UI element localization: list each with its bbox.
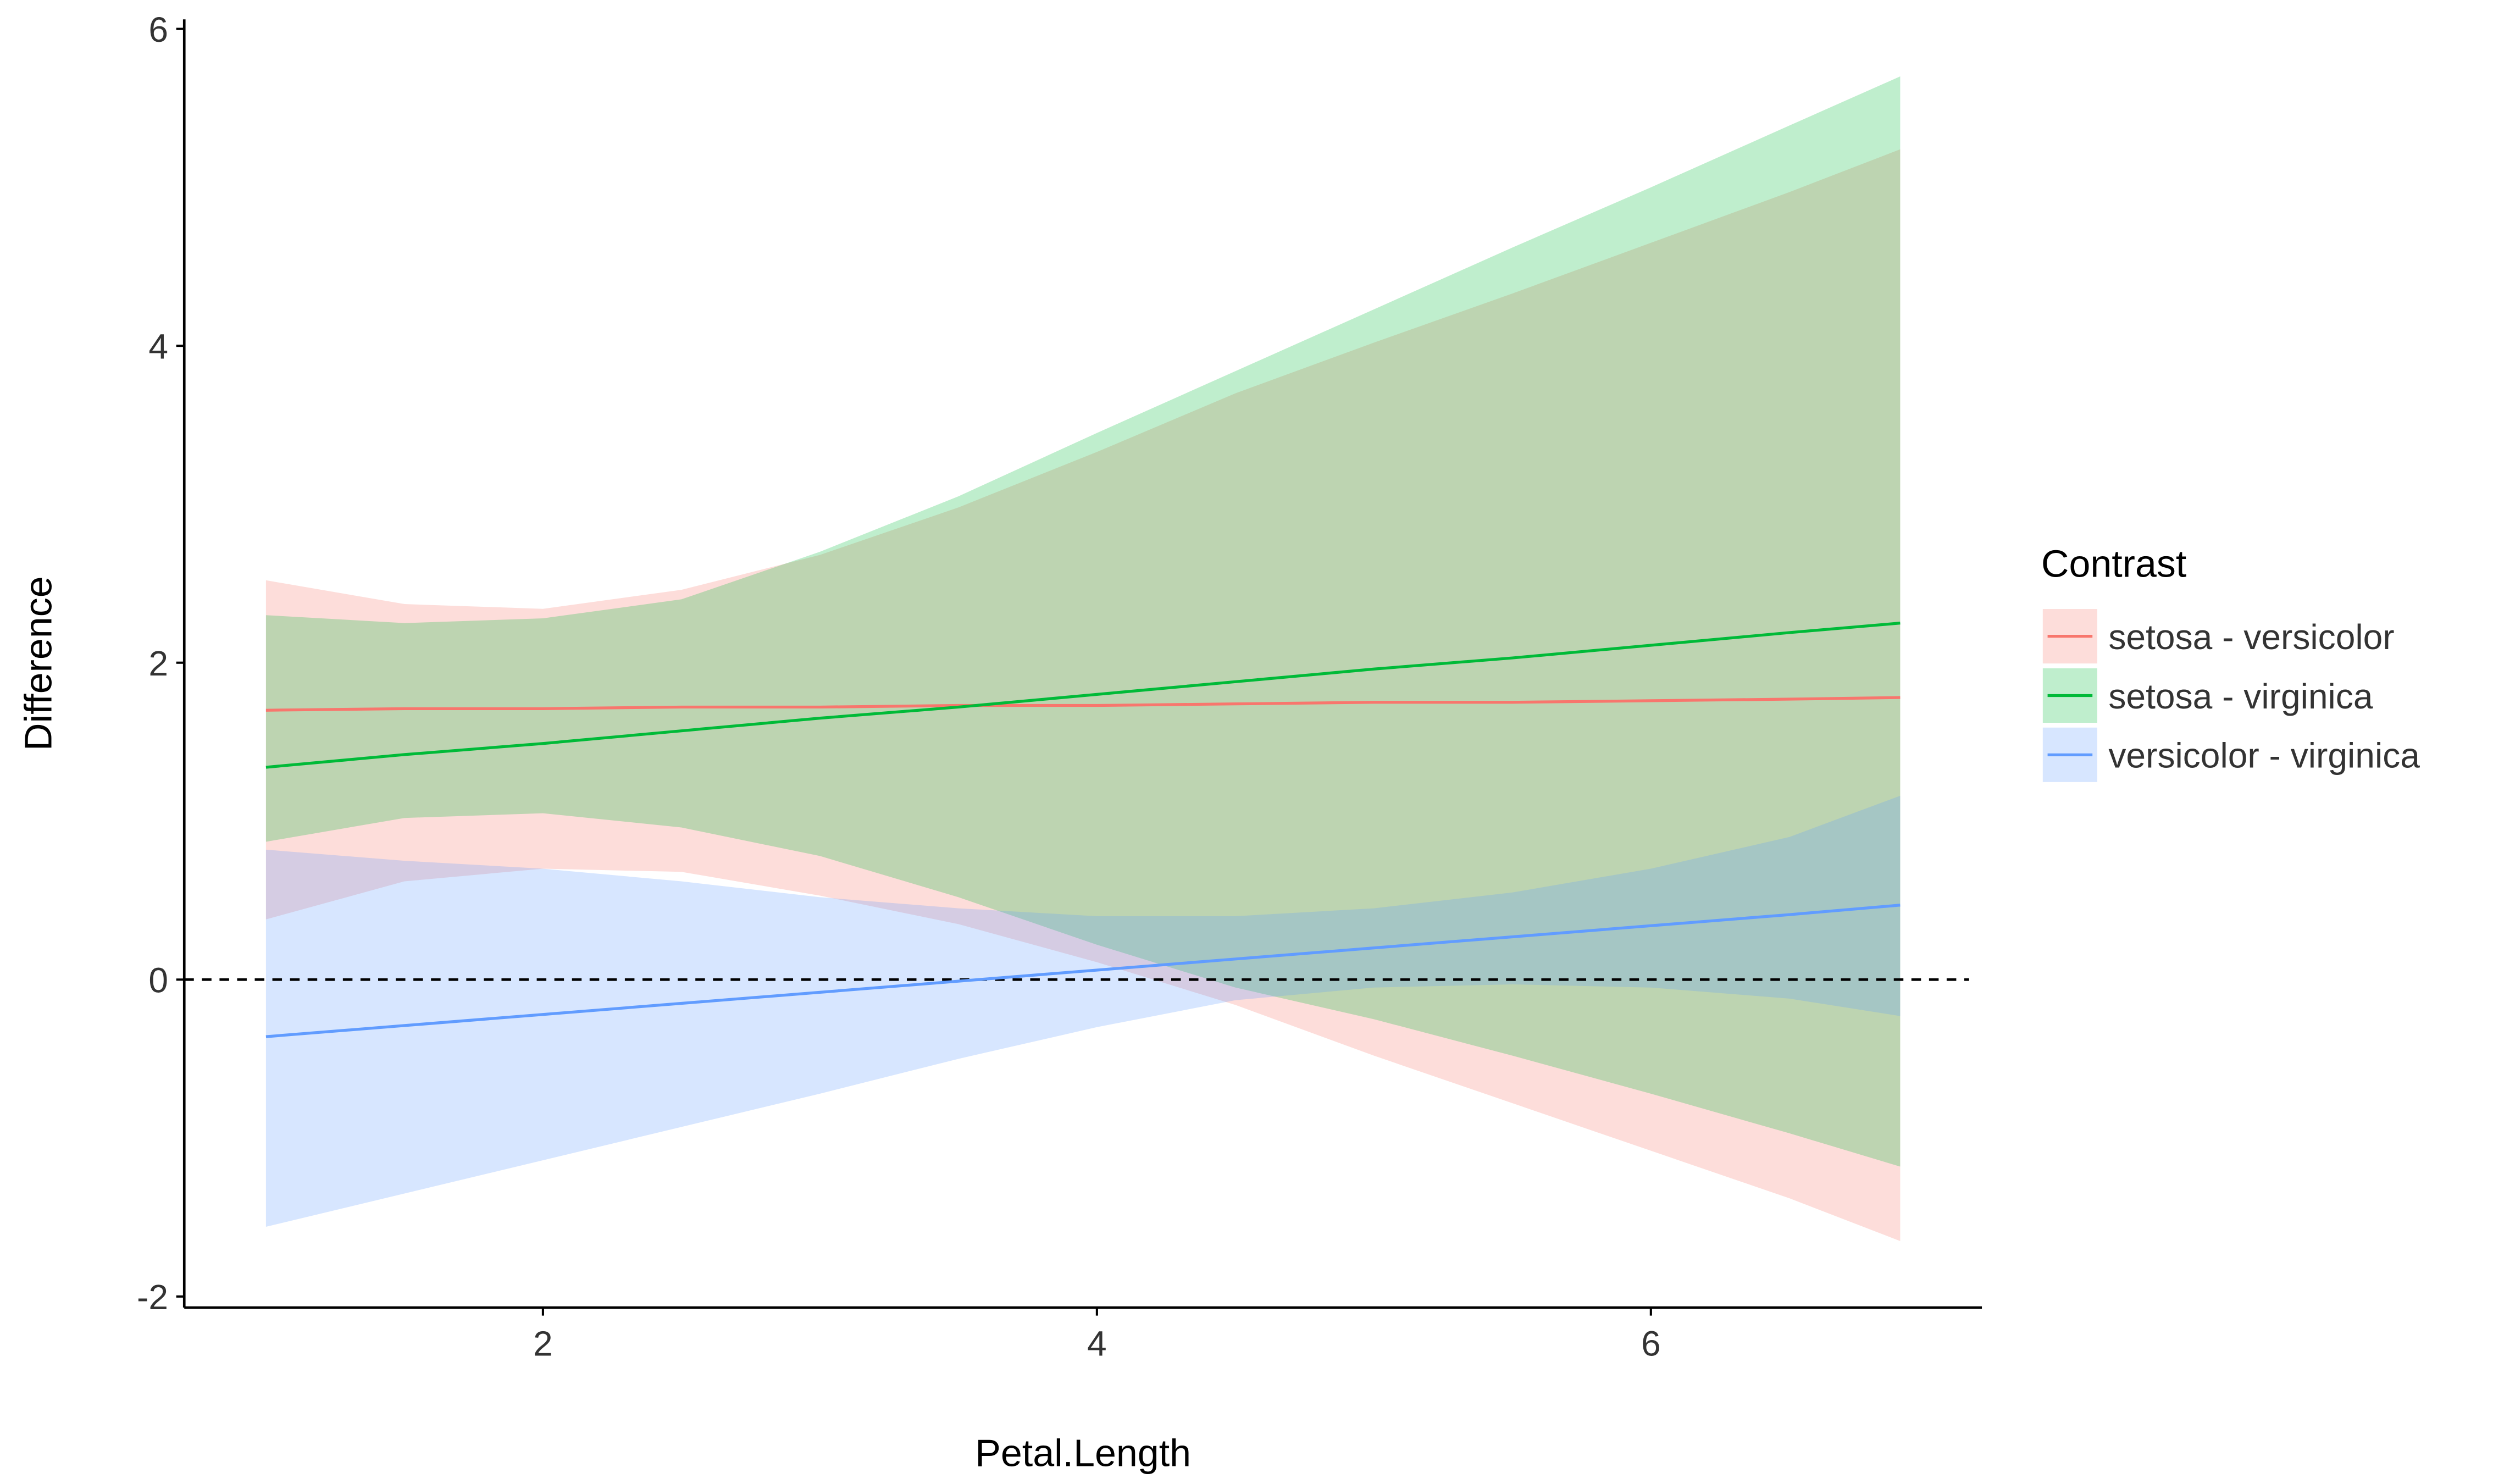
- x-axis-label: Petal.Length: [975, 1432, 1191, 1475]
- series-line: [265, 696, 1901, 712]
- legend-label: setosa - versicolor: [2108, 617, 2394, 657]
- y-tick-label: 6: [148, 10, 168, 49]
- series-line: [265, 904, 1901, 1038]
- legend-title: Contrast: [2041, 542, 2186, 585]
- y-axis-label: Difference: [16, 576, 59, 751]
- x-tick-label: 2: [533, 1324, 553, 1364]
- legend-label: setosa - virginica: [2108, 677, 2373, 716]
- y-tick-label: 2: [148, 644, 168, 683]
- confidence-band: [265, 795, 1901, 1227]
- series-line: [265, 622, 1901, 769]
- x-tick-label: 4: [1087, 1324, 1107, 1364]
- confidence-band: [265, 76, 1901, 1167]
- legend-label: versicolor - virginica: [2108, 736, 2420, 776]
- x-tick-label: 6: [1641, 1324, 1661, 1364]
- y-tick-label: -2: [137, 1277, 168, 1317]
- y-tick-label: 4: [148, 326, 168, 366]
- y-tick-label: 0: [148, 961, 168, 1000]
